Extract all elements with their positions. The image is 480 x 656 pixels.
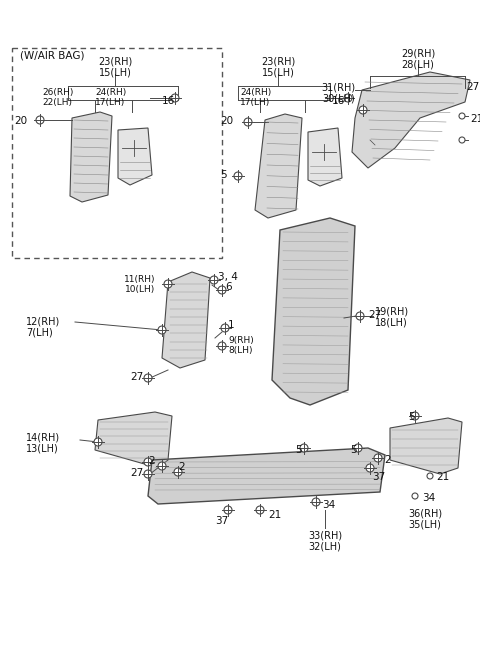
Circle shape: [244, 118, 252, 126]
Text: 6: 6: [225, 282, 232, 292]
Text: 24(RH)
17(LH): 24(RH) 17(LH): [95, 88, 126, 108]
Text: 34: 34: [422, 493, 435, 503]
Polygon shape: [118, 128, 152, 185]
Circle shape: [300, 444, 308, 452]
Text: 2: 2: [384, 455, 391, 465]
Text: 1: 1: [228, 320, 235, 330]
Text: 21: 21: [470, 114, 480, 124]
Text: 36(RH)
35(LH): 36(RH) 35(LH): [408, 508, 442, 529]
Text: 21: 21: [436, 472, 449, 482]
Circle shape: [171, 94, 179, 102]
Circle shape: [366, 464, 374, 472]
Text: 19(RH)
18(LH): 19(RH) 18(LH): [375, 306, 409, 327]
Text: 23(RH)
15(LH): 23(RH) 15(LH): [261, 56, 295, 77]
Circle shape: [427, 473, 433, 479]
Text: 14(RH)
13(LH): 14(RH) 13(LH): [26, 432, 60, 453]
Circle shape: [256, 506, 264, 514]
Text: 5: 5: [408, 412, 415, 422]
Text: 33(RH)
32(LH): 33(RH) 32(LH): [308, 530, 342, 552]
Text: 2: 2: [178, 462, 185, 472]
Circle shape: [218, 286, 226, 294]
Polygon shape: [162, 272, 210, 368]
Text: 26(RH)
22(LH): 26(RH) 22(LH): [42, 88, 73, 108]
Circle shape: [210, 276, 218, 284]
Text: 5: 5: [350, 445, 357, 455]
Text: 31(RH)
30(LH): 31(RH) 30(LH): [321, 82, 355, 104]
Circle shape: [411, 412, 419, 420]
Circle shape: [459, 137, 465, 143]
Text: 11(RH)
10(LH): 11(RH) 10(LH): [123, 275, 155, 295]
Text: 27: 27: [130, 468, 143, 478]
Text: 27: 27: [130, 372, 143, 382]
Circle shape: [94, 438, 102, 446]
Text: 21: 21: [268, 510, 281, 520]
Text: 24(RH)
17(LH): 24(RH) 17(LH): [240, 88, 271, 108]
Circle shape: [459, 113, 465, 119]
Circle shape: [234, 172, 242, 180]
Text: 27: 27: [368, 310, 381, 320]
Circle shape: [359, 106, 367, 114]
Polygon shape: [352, 72, 470, 168]
Circle shape: [356, 312, 364, 320]
Circle shape: [158, 326, 166, 334]
Text: 37: 37: [215, 516, 228, 526]
Text: 9(RH)
8(LH): 9(RH) 8(LH): [228, 336, 254, 356]
Circle shape: [354, 444, 362, 452]
Circle shape: [144, 458, 152, 466]
Text: 20: 20: [14, 116, 27, 126]
Polygon shape: [70, 112, 112, 202]
Circle shape: [412, 493, 418, 499]
Polygon shape: [255, 114, 302, 218]
Text: 16: 16: [332, 96, 345, 106]
Text: 12(RH)
7(LH): 12(RH) 7(LH): [26, 316, 60, 338]
Polygon shape: [148, 448, 385, 504]
Text: (W/AIR BAG): (W/AIR BAG): [20, 50, 84, 60]
Polygon shape: [308, 128, 342, 186]
Text: 2: 2: [148, 456, 155, 466]
Circle shape: [144, 374, 152, 382]
Circle shape: [218, 342, 226, 350]
Polygon shape: [390, 418, 462, 474]
Circle shape: [36, 116, 44, 124]
Circle shape: [221, 324, 229, 332]
Circle shape: [312, 498, 320, 506]
Text: 3, 4: 3, 4: [218, 272, 238, 282]
Text: 20: 20: [220, 116, 233, 126]
Circle shape: [374, 454, 382, 462]
Text: 5: 5: [295, 445, 301, 455]
Text: 23(RH)
15(LH): 23(RH) 15(LH): [98, 56, 132, 77]
Polygon shape: [272, 218, 355, 405]
Circle shape: [344, 94, 352, 102]
Circle shape: [144, 470, 152, 478]
Circle shape: [158, 462, 166, 470]
Text: 27: 27: [466, 82, 479, 92]
Circle shape: [164, 280, 172, 288]
Text: 37: 37: [372, 472, 385, 482]
Text: 16: 16: [162, 96, 175, 106]
Text: 5: 5: [220, 170, 227, 180]
Text: 29(RH)
28(LH): 29(RH) 28(LH): [401, 48, 435, 70]
Circle shape: [224, 506, 232, 514]
Text: 34: 34: [322, 500, 335, 510]
Polygon shape: [95, 412, 172, 465]
Circle shape: [174, 468, 182, 476]
